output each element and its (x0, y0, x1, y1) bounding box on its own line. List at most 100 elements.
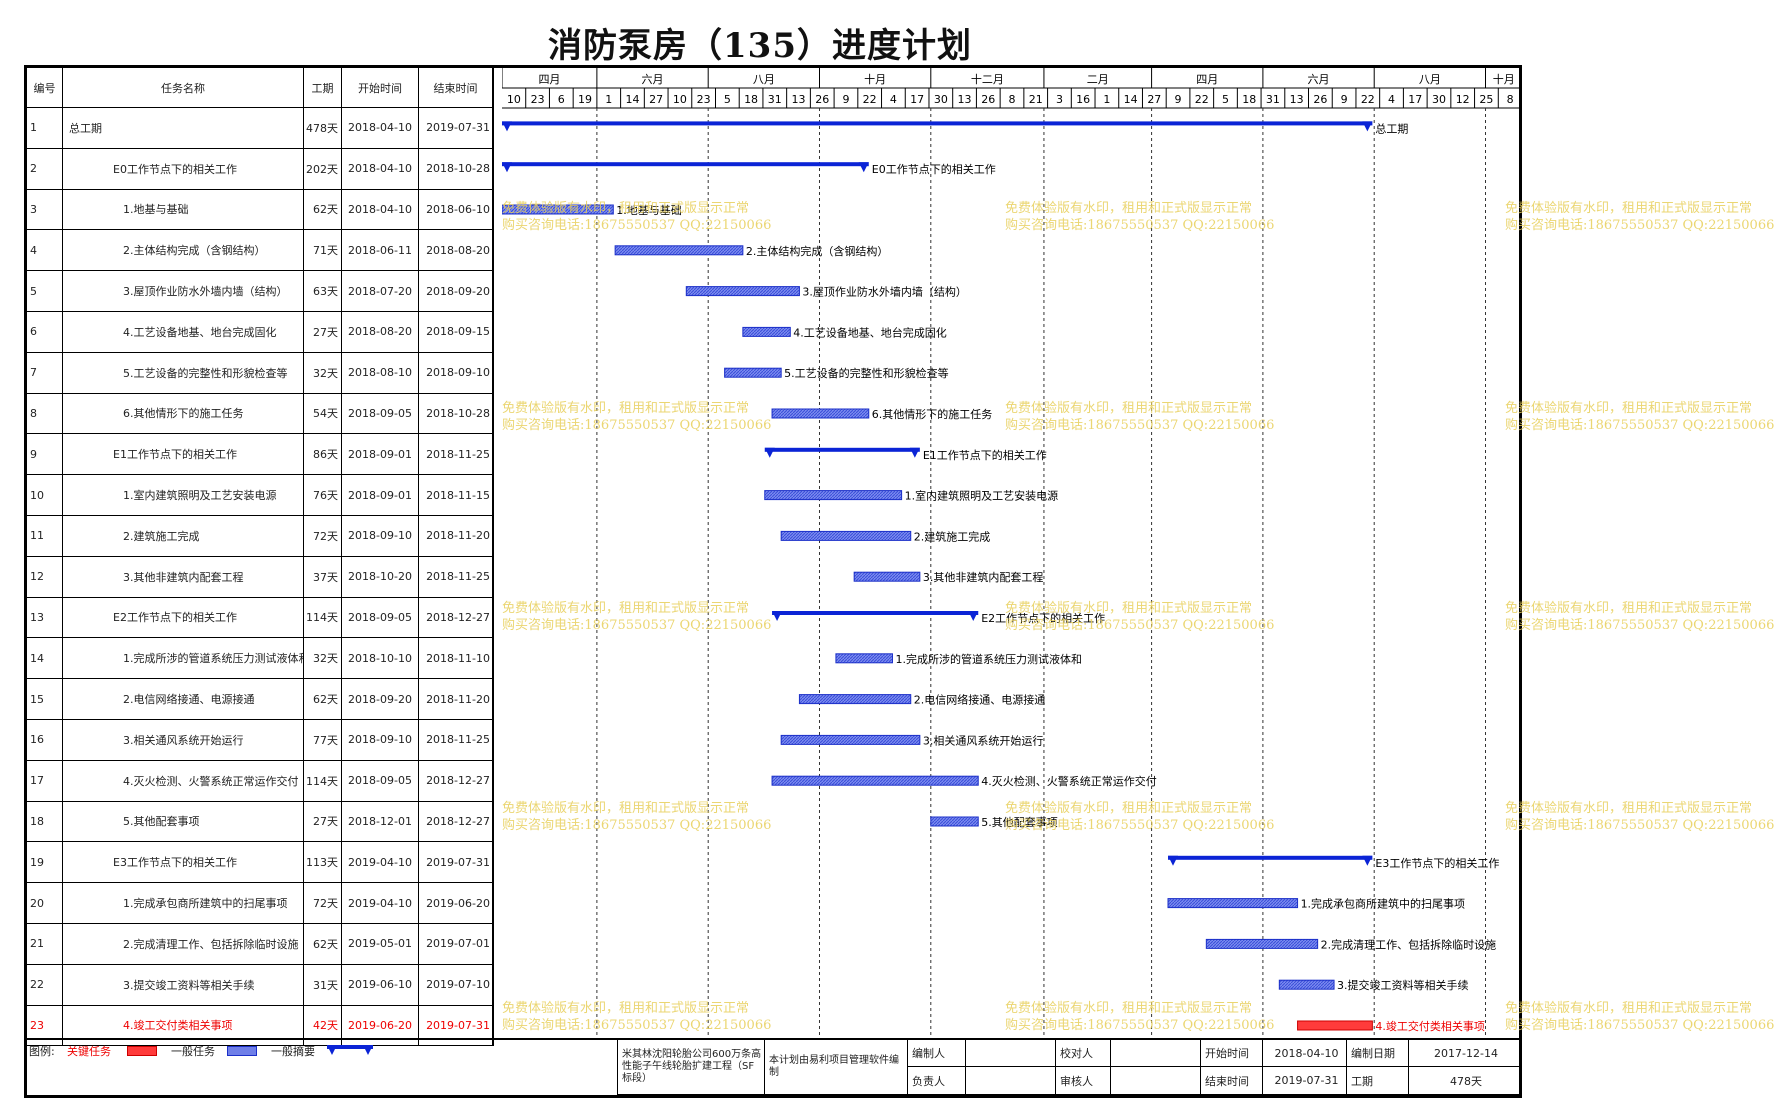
end-value: 2019-07-31 (1262, 1067, 1346, 1095)
bar-label: 4.竣工交付类相关事项 (1375, 1019, 1485, 1033)
watermark-line1: 免费体验版有水印，租用和正式版显示正常 (1505, 1001, 1753, 1016)
month-label: 六月 (1308, 73, 1330, 86)
watermark: 免费体验版有水印，租用和正式版显示正常 购买咨询电话:18675550537 QQ… (1505, 400, 1774, 434)
bar-label: 1.地基与基础 (616, 204, 682, 217)
day-label: 13 (1290, 93, 1304, 106)
task-name: 4.灭火检测、火警系统正常运作交付 (63, 760, 304, 802)
month-label: 十月 (864, 72, 886, 86)
task-name: 1.室内建筑照明及工艺安装电源 (63, 475, 304, 516)
summary-bar-end-cap (858, 162, 869, 173)
summary-bar-end-cap (909, 447, 920, 458)
legend-normal-swatch (227, 1046, 257, 1056)
day-label: 23 (531, 93, 545, 106)
task-id: 23 (27, 1005, 63, 1047)
task-bar (724, 367, 782, 378)
task-duration: 113天 (304, 842, 342, 884)
task-end: 2018-11-25 (419, 720, 494, 761)
watermark-line1: 免费体验版有水印，租用和正式版显示正常 (1505, 601, 1753, 616)
watermark-line2: 购买咨询电话:18675550537 QQ:22150066 (1005, 818, 1275, 833)
task-bar (780, 530, 912, 541)
task-end: 2018-11-25 (419, 556, 494, 598)
task-end: 2018-09-10 (419, 352, 494, 394)
day-label: 19 (578, 93, 592, 106)
task-start: 2018-04-10 (342, 108, 419, 149)
task-id: 3 (27, 189, 63, 231)
task-name: 3.屋顶作业防水外墙内墙（结构） (63, 271, 304, 312)
day-label: 8 (1507, 93, 1514, 106)
task-start: 2018-09-05 (342, 760, 419, 802)
task-start: 2018-04-10 (342, 189, 419, 231)
task-id: 14 (27, 638, 63, 680)
column-header-duration: 工期 (304, 68, 342, 108)
column-header-name: 任务名称 (63, 68, 304, 108)
task-duration: 114天 (304, 760, 342, 802)
column-header-start: 开始时间 (342, 68, 419, 108)
manager-value (965, 1067, 1055, 1095)
watermark-line1: 免费体验版有水印，租用和正式版显示正常 (1505, 801, 1753, 816)
day-label: 5 (724, 93, 731, 106)
bar-label: 5.工艺设备的完整性和形貌检查等 (784, 366, 949, 380)
watermark-line1: 免费体验版有水印，租用和正式版显示正常 (1005, 801, 1253, 816)
watermark-line1: 免费体验版有水印，租用和正式版显示正常 (502, 801, 750, 816)
task-name: E0工作节点下的相关工作 (63, 148, 304, 190)
watermark-line1: 免费体验版有水印，租用和正式版显示正常 (502, 201, 750, 216)
legend-critical-swatch (127, 1046, 157, 1056)
task-bar (764, 490, 903, 501)
bar-label: 4.工艺设备地基、地台完成固化 (793, 325, 947, 339)
task-duration: 478天 (304, 108, 342, 149)
task-start: 2018-09-20 (342, 679, 419, 720)
bar-label: 3.屋顶作业防水外墙内墙（结构） (802, 285, 967, 299)
task-duration: 77天 (304, 720, 342, 761)
task-name: 1.地基与基础 (63, 189, 304, 231)
day-label: 22 (863, 93, 877, 106)
checker-label: 校对人 (1055, 1040, 1110, 1067)
bar-label: E2工作节点下的相关工作 (981, 611, 1105, 625)
task-end: 2018-09-15 (419, 312, 494, 353)
task-id: 17 (27, 760, 63, 802)
critical-bar (1297, 1020, 1373, 1031)
watermark: 免费体验版有水印，租用和正式版显示正常购买咨询电话:18675550537 QQ… (502, 400, 771, 434)
day-label: 27 (649, 93, 663, 106)
task-id: 16 (27, 720, 63, 761)
task-bar (771, 408, 870, 419)
task-id: 8 (27, 393, 63, 435)
task-name: E3工作节点下的相关工作 (63, 842, 304, 884)
task-name: 1.完成所涉的管道系统压力测试液体和 (63, 638, 304, 680)
task-duration: 62天 (304, 189, 342, 231)
task-end: 2018-11-25 (419, 434, 494, 476)
task-start: 2018-07-20 (342, 271, 419, 312)
task-id: 10 (27, 475, 63, 516)
task-bar (502, 204, 614, 215)
day-label: 10 (507, 93, 521, 106)
task-duration: 32天 (304, 638, 342, 680)
month-label: 八月 (1419, 73, 1441, 86)
task-duration: 76天 (304, 475, 342, 516)
task-name: 4.工艺设备地基、地台完成固化 (63, 312, 304, 353)
watermark-line1: 免费体验版有水印，租用和正式版显示正常 (1005, 201, 1253, 216)
task-name: 2.电信网络接通、电源接通 (63, 679, 304, 720)
watermark: 免费体验版有水印，租用和正式版显示正常 购买咨询电话:18675550537 QQ… (1505, 1000, 1774, 1034)
task-start: 2018-09-05 (342, 393, 419, 435)
task-duration: 27天 (304, 801, 342, 843)
day-label: 17 (1408, 93, 1422, 106)
month-label: 六月 (642, 73, 664, 86)
column-header-end: 结束时间 (419, 68, 494, 108)
bar-label: 3.提交竣工资料等相关手续 (1337, 978, 1469, 992)
task-start: 2019-06-10 (342, 964, 419, 1006)
task-bar (780, 734, 921, 745)
task-name: 5.工艺设备的完整性和形貌检查等 (63, 352, 304, 394)
bar-label: 3.其他非建筑内配套工程 (923, 570, 1044, 584)
watermark-line2: 购买咨询电话:18675550537 QQ:22150066 (502, 418, 772, 433)
watermark-line2: 购买咨询电话:18675550537 QQ:22150066 (1005, 1018, 1275, 1033)
task-name: 2.完成清理工作、包括拆除临时设施 (63, 924, 304, 965)
watermark: 免费体验版有水印，租用和正式版显示正常 购买咨询电话:18675550537 QQ… (502, 200, 771, 234)
task-end: 2018-12-27 (419, 801, 494, 843)
summary-bar (1168, 855, 1373, 860)
day-label: 22 (1195, 93, 1209, 106)
month-label: 四月 (538, 73, 560, 86)
watermark-line1: 免费体验版有水印，租用和正式版显示正常 (502, 401, 750, 416)
watermark: 免费体验版有水印，租用和正式版显示正常 购买咨询电话:18675550537 QQ… (1005, 200, 1274, 234)
watermark-line2: 购买咨询电话:18675550537 QQ:22150066 (1505, 618, 1775, 633)
task-duration: 31天 (304, 964, 342, 1006)
